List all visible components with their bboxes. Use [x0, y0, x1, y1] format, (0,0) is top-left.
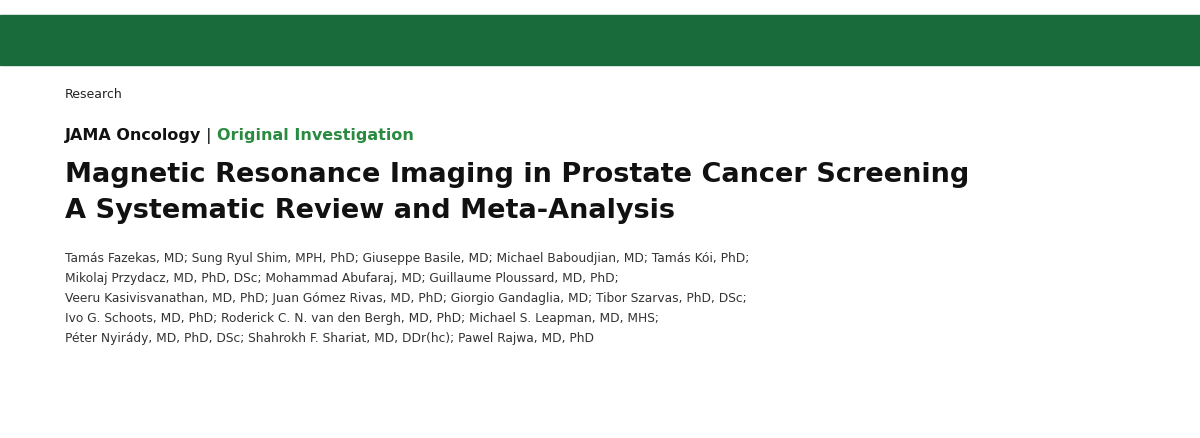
Text: A Systematic Review and Meta-Analysis: A Systematic Review and Meta-Analysis: [65, 198, 674, 224]
Text: |: |: [202, 128, 217, 144]
Text: Veeru Kasivisvanathan, MD, PhD; Juan Gómez Rivas, MD, PhD; Giorgio Gandaglia, MD: Veeru Kasivisvanathan, MD, PhD; Juan Góm…: [65, 292, 746, 305]
Text: Research: Research: [65, 88, 122, 101]
Bar: [0, 15, 1200, 65]
Text: JAMA Oncology: JAMA Oncology: [65, 128, 202, 143]
Text: Magnetic Resonance Imaging in Prostate Cancer Screening: Magnetic Resonance Imaging in Prostate C…: [65, 162, 970, 188]
Text: Original Investigation: Original Investigation: [217, 128, 414, 143]
Text: Péter Nyirády, MD, PhD, DSc; Shahrokh F. Shariat, MD, DDr(hc); Pawel Rajwa, MD, : Péter Nyirády, MD, PhD, DSc; Shahrokh F.…: [65, 332, 594, 345]
Text: Ivo G. Schoots, MD, PhD; Roderick C. N. van den Bergh, MD, PhD; Michael S. Leapm: Ivo G. Schoots, MD, PhD; Roderick C. N. …: [65, 312, 659, 325]
Text: Tamás Fazekas, MD; Sung Ryul Shim, MPH, PhD; Giuseppe Basile, MD; Michael Baboud: Tamás Fazekas, MD; Sung Ryul Shim, MPH, …: [65, 252, 749, 265]
Text: Mikolaj Przydacz, MD, PhD, DSc; Mohammad Abufaraj, MD; Guillaume Ploussard, MD, : Mikolaj Przydacz, MD, PhD, DSc; Mohammad…: [65, 272, 619, 285]
